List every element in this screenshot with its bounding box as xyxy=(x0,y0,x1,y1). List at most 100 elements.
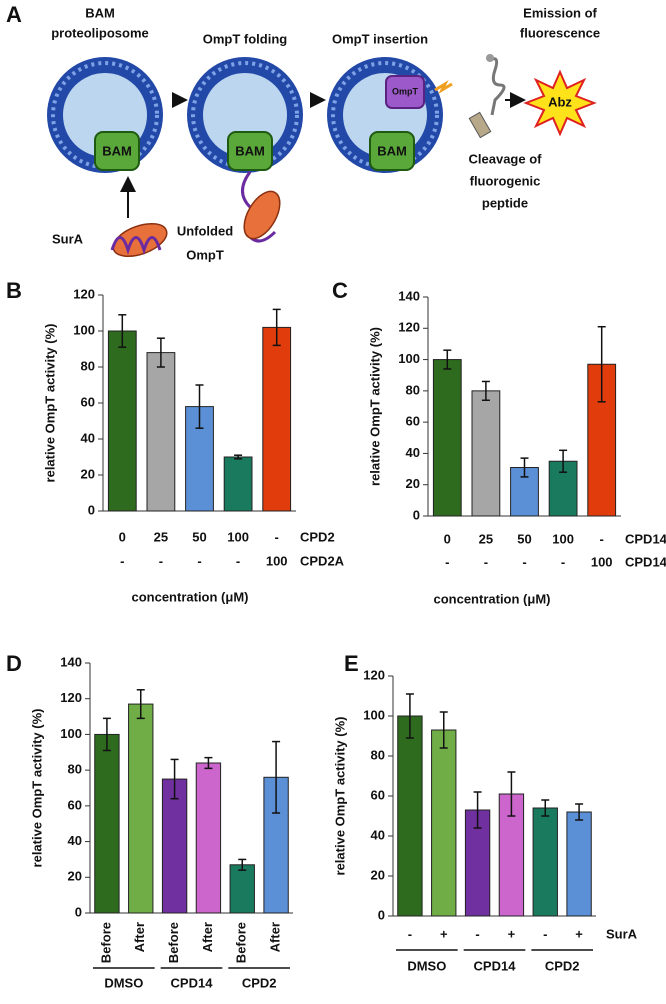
row-name: SurA xyxy=(606,926,638,941)
bar xyxy=(464,809,491,917)
step-title: OmpT insertion xyxy=(332,31,428,46)
x-tick-label: - xyxy=(600,531,604,546)
bar xyxy=(229,864,255,914)
peptide-end xyxy=(486,54,494,62)
x-tick-label: After xyxy=(268,922,283,952)
y-tick-label: 20 xyxy=(406,476,420,491)
x-tick-label: 100 xyxy=(552,531,574,546)
y-tick-label: 60 xyxy=(68,797,82,812)
liposome-pattern xyxy=(51,61,159,169)
y-tick-label: 140 xyxy=(60,654,82,669)
group-label: DMSO xyxy=(407,958,446,973)
y-tick-label: 60 xyxy=(371,787,385,802)
ompt-barrel xyxy=(385,75,425,109)
x-tick-label: Before xyxy=(98,922,113,963)
y-tick-label: 100 xyxy=(60,726,82,741)
x-tick-label: - xyxy=(408,926,412,941)
x-tick-label: - xyxy=(445,554,449,569)
x-tick-label: - xyxy=(484,554,488,569)
y-tick-label: 40 xyxy=(406,445,420,460)
bar xyxy=(223,456,253,512)
y-tick-label: 40 xyxy=(371,827,385,842)
bar xyxy=(94,733,120,914)
x-tick-label: Before xyxy=(234,922,249,963)
cleavage-spark xyxy=(434,80,453,94)
bar xyxy=(195,762,222,914)
x-axis-label: concentration (μM) xyxy=(433,591,550,606)
step-title: fluorescence xyxy=(520,25,600,40)
row-name: CPD2 xyxy=(300,529,335,544)
y-axis-label: relative OmpT activity (%) xyxy=(367,327,382,486)
y-tick-label: 120 xyxy=(363,667,385,682)
y-tick-label: 100 xyxy=(398,351,420,366)
panel-label: D xyxy=(6,651,22,676)
x-tick-label: 50 xyxy=(192,529,206,544)
step-title: Emission of xyxy=(523,5,597,20)
x-tick-label: + xyxy=(508,926,516,941)
step-title: proteoliposome xyxy=(51,25,149,40)
y-tick-label: 0 xyxy=(75,904,82,919)
y-tick-label: 0 xyxy=(378,907,385,922)
x-tick-label: - xyxy=(197,553,201,568)
group-label: DMSO xyxy=(104,975,143,990)
panel-label: B xyxy=(6,278,22,303)
bar xyxy=(397,715,423,917)
y-tick-label: 20 xyxy=(68,869,82,884)
x-tick-label: 100 xyxy=(227,529,249,544)
x-tick-label: - xyxy=(561,554,565,569)
group-label: CPD2 xyxy=(242,975,277,990)
y-tick-label: 20 xyxy=(81,466,95,481)
abz-label: Abz xyxy=(548,94,572,109)
cleavage-label: Cleavage of xyxy=(469,151,543,166)
x-tick-label: After xyxy=(200,922,215,952)
y-tick-label: 40 xyxy=(81,430,95,445)
bar xyxy=(128,703,154,914)
x-tick-label: - xyxy=(475,926,479,941)
panel-label: A xyxy=(6,2,22,27)
bar xyxy=(262,326,292,512)
row-name: CPD14A xyxy=(625,554,666,569)
unfolded-label: OmpT xyxy=(186,247,224,262)
y-axis-label: relative OmpT activity (%) xyxy=(42,324,57,483)
x-tick-label: 0 xyxy=(119,529,126,544)
panel-label: E xyxy=(344,651,359,676)
bar xyxy=(566,811,592,917)
sura-label: SurA xyxy=(52,231,84,246)
x-axis-label: concentration (μM) xyxy=(131,589,248,604)
y-tick-label: 60 xyxy=(406,414,420,429)
x-tick-label: - xyxy=(522,554,526,569)
y-tick-label: 0 xyxy=(88,502,95,517)
x-tick-label: 100 xyxy=(266,553,288,568)
x-tick-label: + xyxy=(575,926,583,941)
bam-label: BAM xyxy=(102,143,132,158)
x-tick-label: 0 xyxy=(444,531,451,546)
x-tick-label: - xyxy=(236,553,240,568)
bar xyxy=(432,359,462,517)
unfolded-chain xyxy=(110,236,162,255)
y-tick-label: 120 xyxy=(73,286,95,301)
peptide-fragment xyxy=(468,111,492,139)
fluorescence-burst xyxy=(523,69,597,137)
y-tick-label: 40 xyxy=(68,833,82,848)
group-label: CPD14 xyxy=(171,975,214,990)
y-tick-label: 120 xyxy=(398,320,420,335)
peptide xyxy=(489,57,506,116)
liposome-pattern xyxy=(331,61,439,169)
x-tick-label: - xyxy=(120,553,124,568)
group-label: CPD2 xyxy=(545,958,580,973)
step-title: OmpT folding xyxy=(203,31,288,46)
y-tick-label: 0 xyxy=(413,507,420,522)
y-tick-label: 80 xyxy=(68,762,82,777)
liposome-pattern xyxy=(191,61,299,169)
bar xyxy=(146,352,176,512)
unfolded-label: Unfolded xyxy=(177,223,233,238)
y-axis-label: relative OmpT activity (%) xyxy=(29,709,44,868)
bam-barrel xyxy=(369,131,415,171)
group-label: CPD14 xyxy=(474,958,517,973)
x-tick-label: 100 xyxy=(591,554,613,569)
x-tick-label: - xyxy=(275,529,279,544)
bam-barrel xyxy=(94,131,140,171)
x-tick-label: - xyxy=(159,553,163,568)
bam-label: BAM xyxy=(377,143,407,158)
